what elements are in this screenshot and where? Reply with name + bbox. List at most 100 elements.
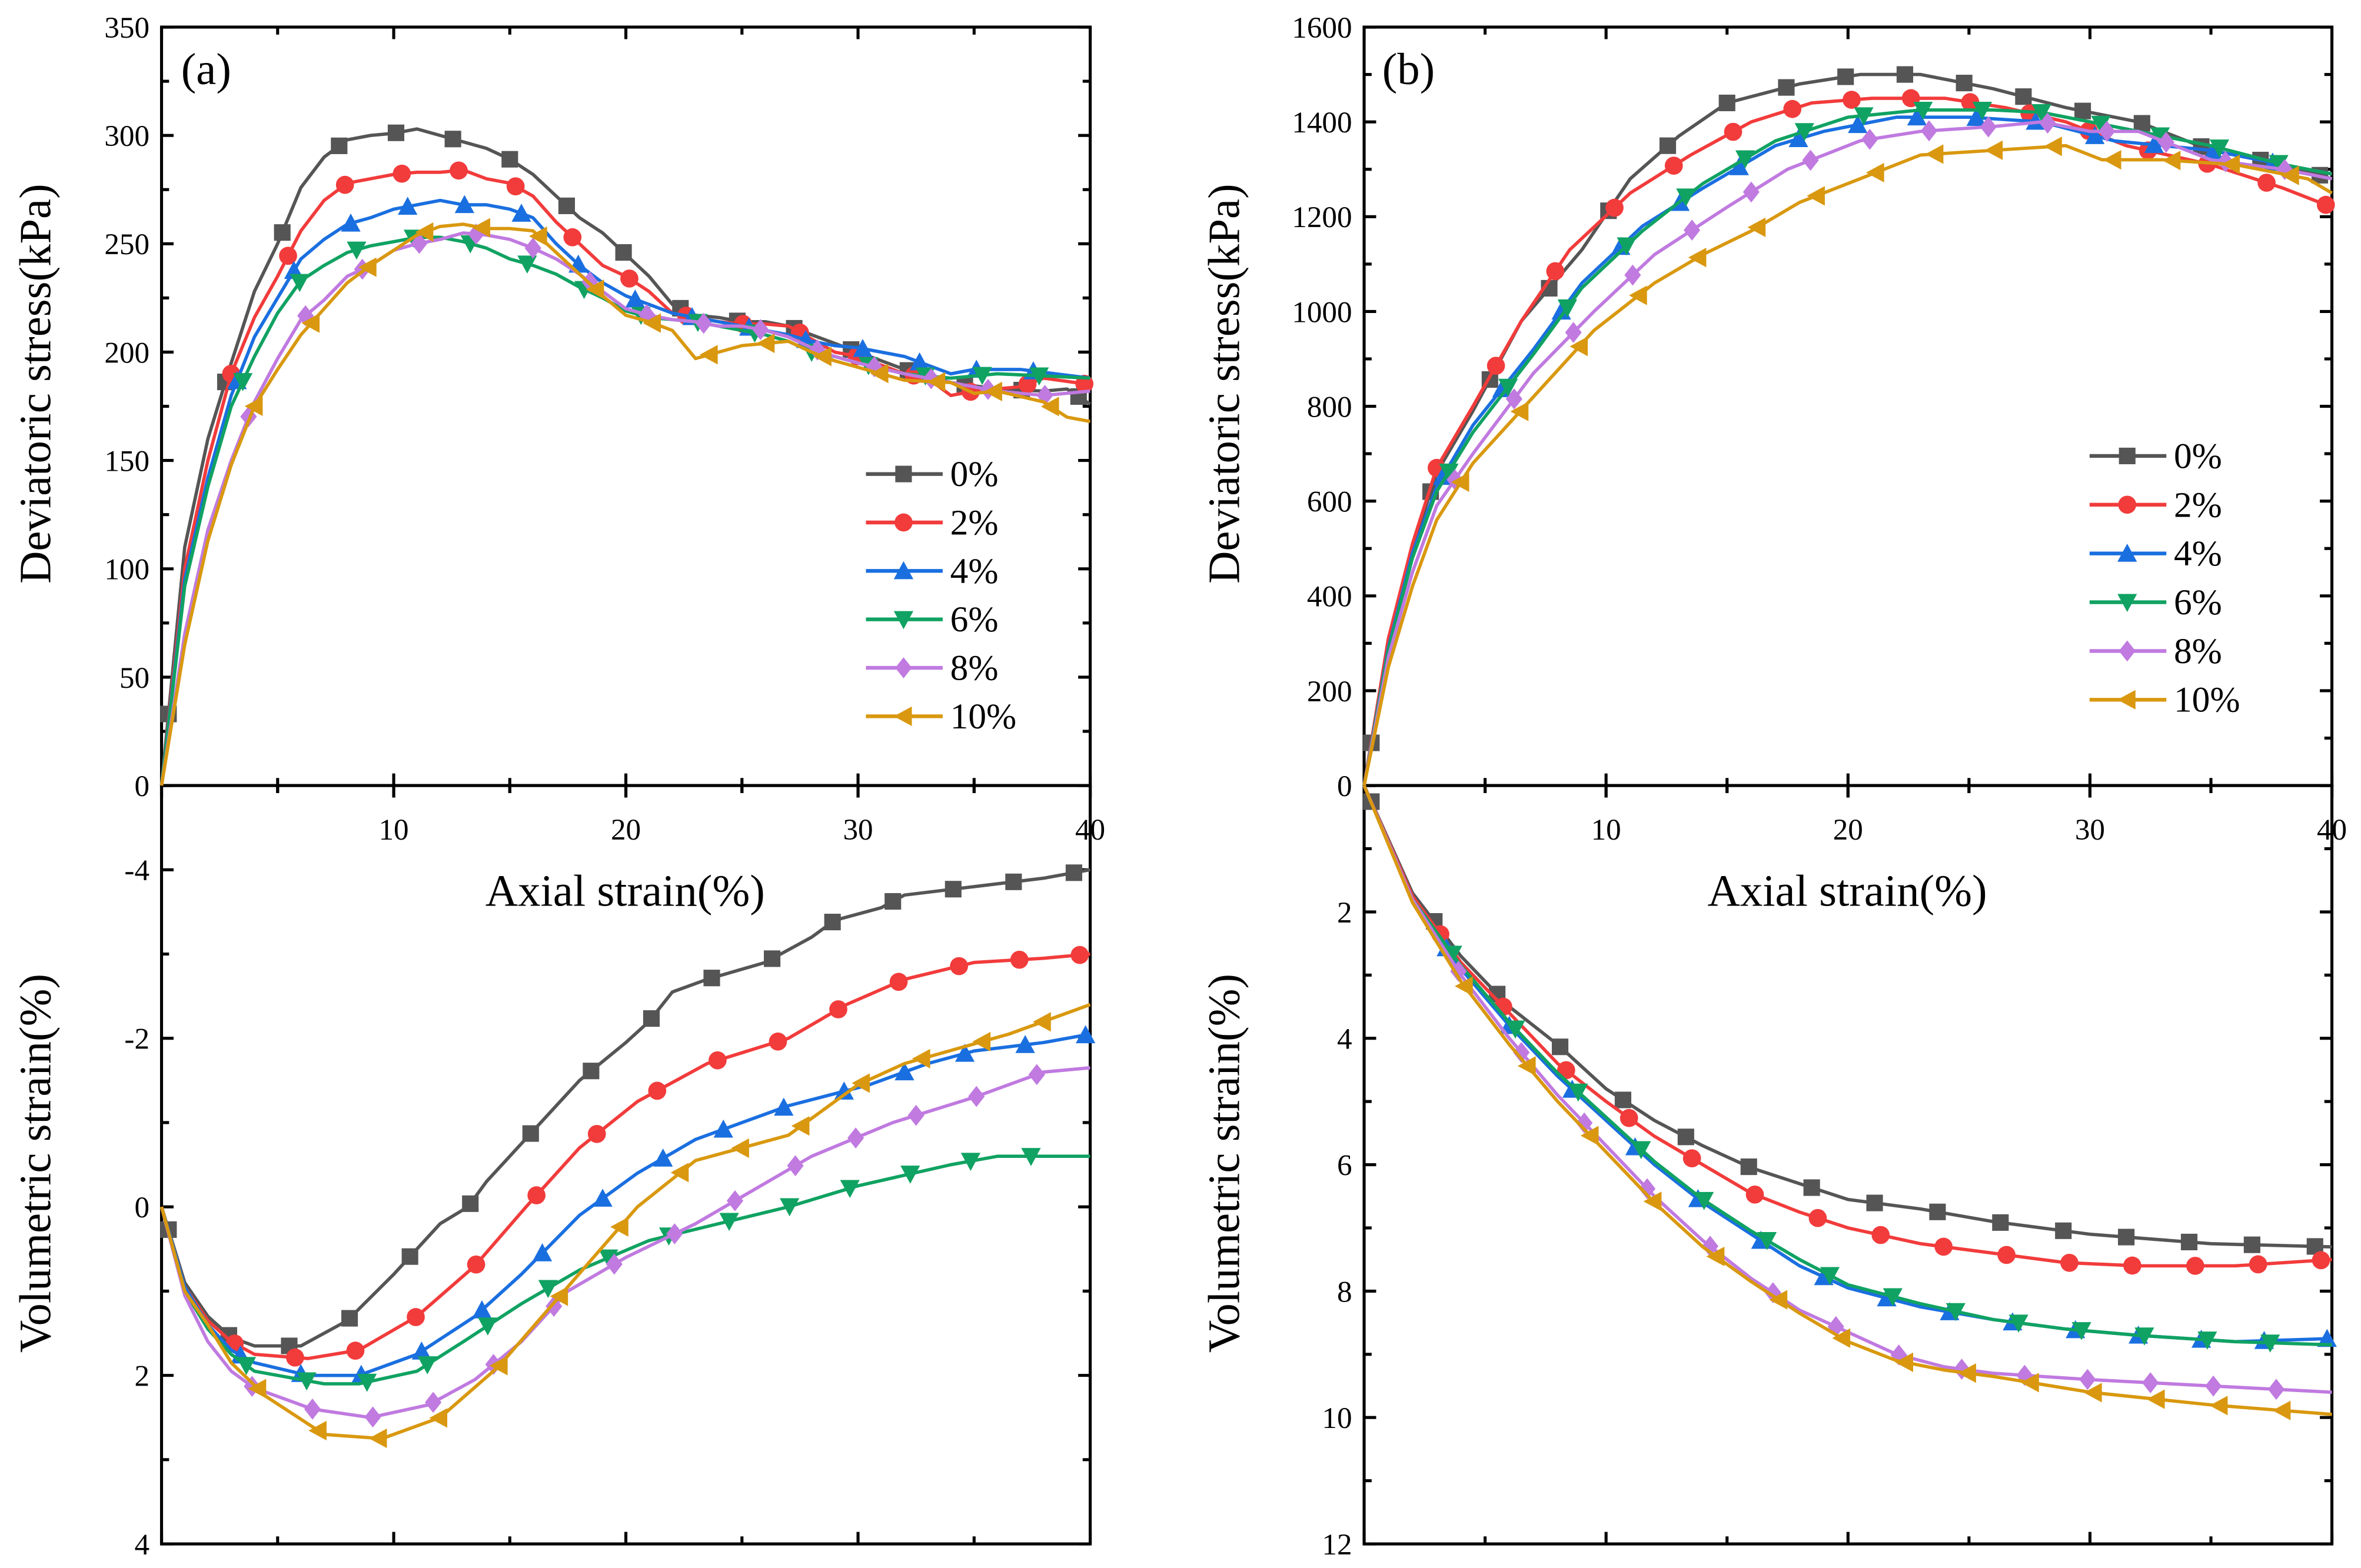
data-point-marker (1802, 149, 1819, 171)
y-tick-label: 0 (1337, 770, 1352, 803)
data-point-marker (653, 1148, 673, 1167)
x-tick-label: 30 (843, 813, 873, 847)
data-point-marker (274, 224, 291, 241)
data-point-marker (972, 1031, 991, 1052)
y-tick-label: 1400 (1292, 106, 1352, 139)
data-point-marker (1997, 1246, 2016, 1264)
data-point-marker (2316, 195, 2335, 214)
y-tick-label: 2 (134, 1360, 149, 1393)
data-point-marker (1832, 1328, 1851, 1348)
data-point-marker (2209, 1396, 2228, 1416)
x-tick-label: 20 (1833, 813, 1863, 847)
data-point-marker (1808, 1209, 1827, 1227)
legend-marker (2119, 640, 2136, 662)
data-point-marker (2060, 1253, 2079, 1272)
data-point-marker (752, 319, 769, 341)
data-point-marker (1966, 108, 1986, 126)
data-point-marker (866, 356, 883, 378)
x-axis-title-a: Axial strain(%) (485, 866, 765, 916)
data-point-marker (610, 1217, 629, 1237)
data-point-marker (586, 279, 604, 299)
data-point-marker (648, 1081, 667, 1100)
data-point-marker (2074, 102, 2091, 119)
data-point-marker (1557, 299, 1577, 318)
y-tick-label: 800 (1307, 390, 1352, 424)
data-point-marker (358, 257, 377, 277)
data-point-marker (401, 1248, 418, 1265)
data-point-marker (2205, 1375, 2222, 1397)
data-point-marker (2071, 1322, 2091, 1340)
data-point-marker (2272, 1400, 2291, 1420)
data-point-marker (1820, 1267, 1840, 1286)
data-point-marker (1565, 322, 1582, 343)
data-point-marker (472, 218, 491, 238)
data-point-marker (2091, 115, 2111, 134)
data-point-marker (593, 1189, 613, 1207)
data-point-marker (1005, 873, 1022, 890)
data-point-marker (517, 255, 537, 274)
legend-marker (893, 561, 914, 580)
data-point-marker (1018, 375, 1037, 394)
series-2pct (1362, 784, 2332, 1275)
data-point-marker (1778, 79, 1795, 96)
y-tick-label: 300 (104, 119, 149, 153)
plot-data (159, 66, 2337, 1449)
data-point-marker (301, 313, 320, 333)
data-point-marker (417, 1356, 437, 1374)
data-point-marker (341, 213, 361, 232)
data-point-marker (357, 1373, 377, 1392)
legend-item: 4% (2089, 534, 2222, 574)
data-point-marker (550, 1286, 568, 1306)
data-point-marker (248, 1379, 267, 1399)
data-point-marker (1450, 960, 1467, 982)
data-point-marker (1740, 1158, 1757, 1176)
data-point-marker (1568, 1083, 1588, 1102)
data-point-marker (1980, 116, 1997, 138)
data-point-marker (1010, 950, 1029, 969)
data-point-marker (1643, 1191, 1662, 1211)
data-point-marker (1803, 1179, 1820, 1196)
legend-label: 0% (950, 454, 999, 494)
legend-item: 6% (2089, 582, 2222, 622)
data-point-marker (232, 373, 253, 391)
legend-item: 4% (866, 551, 999, 591)
data-point-marker (847, 1127, 864, 1149)
data-point-marker (236, 1357, 257, 1376)
data-point-marker (2021, 1373, 2039, 1393)
data-point-marker (984, 381, 1002, 401)
y-tick-label: 4 (1337, 1023, 1352, 1056)
data-point-marker (764, 950, 781, 967)
data-point-marker (368, 1428, 387, 1449)
data-point-marker (297, 1372, 317, 1391)
series-line (159, 231, 1090, 786)
data-point-marker (2079, 1369, 2096, 1390)
series-line (159, 1032, 1091, 1377)
legend-label: 10% (2174, 680, 2240, 720)
data-point-marker (308, 1420, 327, 1441)
data-point-marker (407, 1308, 425, 1326)
data-point-marker (546, 1296, 563, 1317)
y-tick-label: 8 (1337, 1275, 1352, 1309)
data-point-marker (387, 124, 405, 141)
legend-item: 8% (866, 648, 999, 688)
data-point-marker (1972, 101, 1993, 120)
data-point-marker (1895, 1352, 1913, 1373)
data-point-marker (780, 1198, 800, 1217)
data-point-marker (2249, 1255, 2267, 1274)
data-point-marker (853, 338, 873, 357)
legend-item: 0% (2089, 436, 2222, 476)
data-point-marker (889, 973, 908, 991)
data-point-marker (2085, 126, 2105, 144)
data-point-marker (1807, 186, 1825, 206)
data-point-marker (620, 269, 639, 288)
data-point-marker (1724, 122, 1743, 141)
data-point-marker (1505, 1020, 1525, 1039)
data-point-marker (1958, 1363, 1976, 1383)
data-point-marker (912, 1048, 930, 1068)
panel-label-b: (b) (1382, 44, 1435, 94)
legends: 0% 2% 4% 6% 8% 10% 0% 2% 4% 6% 8% 10% (866, 436, 2240, 737)
legend-marker (894, 513, 913, 532)
data-point-marker (1694, 1191, 1714, 1210)
data-point-marker (643, 1010, 660, 1027)
data-point-marker (1794, 123, 1814, 141)
